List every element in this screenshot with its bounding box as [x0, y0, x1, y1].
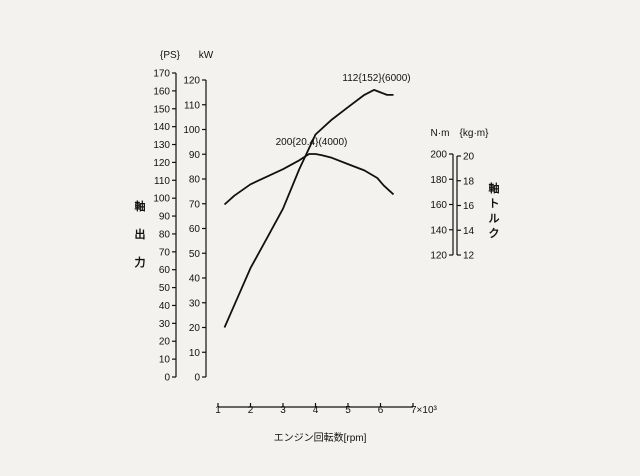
- ps-axis-tick-label: 30: [159, 319, 171, 330]
- kgm-axis-tick-label: 16: [463, 201, 475, 212]
- nm-axis-tick-label: 160: [430, 200, 447, 211]
- ps-axis-unit: {PS}: [160, 50, 181, 61]
- kgm-axis-tick-label: 14: [463, 226, 475, 237]
- x-axis-tick-label: 7×10³: [411, 405, 438, 416]
- kgm-axis-tick-label: 20: [463, 152, 475, 163]
- kw-axis-tick-label: 80: [189, 175, 201, 186]
- ps-axis-tick-label: 0: [164, 373, 170, 384]
- kw-axis-tick-label: 120: [183, 76, 200, 87]
- kgm-axis-tick-label: 12: [463, 251, 475, 262]
- max-power-label: 112{152}(6000): [342, 73, 410, 84]
- right-axis-title-char: 軸: [489, 181, 500, 195]
- ps-axis-tick-label: 130: [153, 140, 170, 151]
- kw-axis-tick-label: 90: [189, 150, 201, 161]
- kw-axis-tick-label: 0: [194, 373, 200, 384]
- kw-axis-tick-label: 110: [184, 100, 200, 111]
- ps-axis-tick-label: 20: [159, 337, 171, 348]
- x-axis-tick-label: 1: [215, 405, 221, 416]
- nm-axis-tick-label: 200: [430, 150, 447, 161]
- kw-axis-tick-label: 100: [183, 125, 200, 136]
- nm-axis-tick-label: 120: [430, 251, 447, 262]
- power-curve: [223, 89, 394, 328]
- right-axis-title-char: ト: [489, 197, 500, 210]
- ps-axis-tick-label: 110: [154, 176, 170, 187]
- ps-axis-tick-label: 160: [153, 86, 170, 97]
- kw-axis-tick-label: 10: [189, 348, 201, 359]
- left-axis-title-char: 軸: [135, 199, 146, 213]
- kw-axis-tick-label: 70: [189, 199, 201, 210]
- kw-axis-tick-label: 60: [189, 224, 201, 235]
- ps-axis-tick-label: 10: [159, 355, 171, 366]
- nm-axis-tick-label: 180: [430, 175, 447, 186]
- ps-axis-tick-label: 150: [153, 104, 170, 115]
- x-axis-tick-label: 3: [280, 405, 286, 416]
- kgm-axis-unit: {kg·m}: [460, 128, 490, 139]
- kw-axis-tick-label: 50: [189, 249, 201, 260]
- ps-axis-tick-label: 50: [159, 283, 171, 294]
- kw-axis-tick-label: 30: [189, 298, 201, 309]
- nm-axis-tick-label: 140: [430, 225, 447, 236]
- ps-axis-tick-label: 140: [153, 122, 170, 133]
- kw-axis-tick-label: 40: [189, 274, 201, 285]
- max-torque-label: 200{20.4}(4000): [276, 137, 348, 148]
- torque-curve: [223, 153, 395, 206]
- x-axis-tick-label: 4: [313, 405, 319, 416]
- ps-axis-tick-label: 90: [159, 212, 171, 223]
- left-axis-title-char: 力: [135, 255, 146, 269]
- ps-axis-tick-label: 40: [159, 301, 171, 312]
- x-axis-tick-label: 2: [248, 405, 254, 416]
- kw-axis-tick-label: 20: [189, 323, 201, 334]
- ps-axis-tick-label: 70: [159, 247, 171, 258]
- kw-axis-unit: kW: [199, 50, 214, 61]
- right-axis-title-char: ル: [489, 213, 500, 225]
- right-axis-title-char: ク: [489, 227, 500, 240]
- nm-axis-unit: N·m: [431, 128, 450, 139]
- x-axis-title: エンジン回転数[rpm]: [274, 431, 367, 444]
- ps-axis-tick-label: 80: [159, 229, 171, 240]
- left-axis-title-char: 出: [135, 227, 146, 241]
- ps-axis-tick-label: 60: [159, 265, 171, 276]
- x-axis-tick-label: 6: [378, 405, 384, 416]
- x-axis-tick-label: 5: [345, 405, 351, 416]
- ps-axis-tick-label: 170: [153, 69, 170, 80]
- ps-axis-tick-label: 120: [153, 158, 170, 169]
- ps-axis-tick-label: 100: [153, 194, 170, 205]
- kgm-axis-tick-label: 18: [463, 176, 475, 187]
